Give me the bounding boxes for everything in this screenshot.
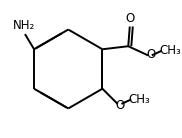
Text: O: O (116, 99, 125, 112)
Text: CH₃: CH₃ (129, 93, 151, 106)
Text: O: O (146, 48, 155, 61)
Text: O: O (125, 12, 135, 25)
Text: NH₂: NH₂ (13, 19, 35, 32)
Text: CH₃: CH₃ (159, 43, 181, 57)
